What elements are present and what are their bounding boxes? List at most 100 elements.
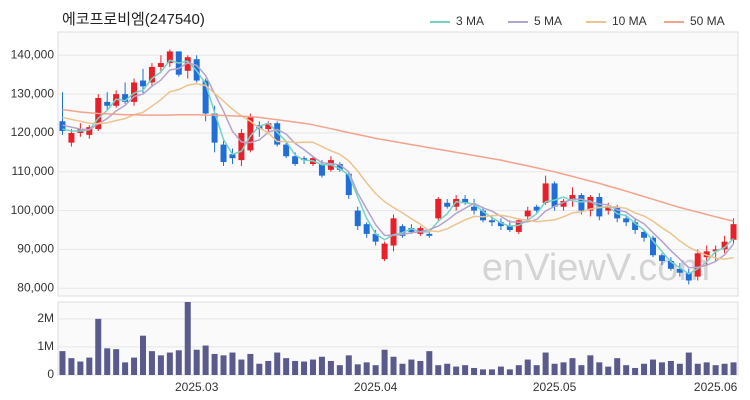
candle-body: [390, 218, 397, 246]
volume-bar: [667, 360, 674, 375]
candle-body: [381, 243, 388, 260]
candle-body: [596, 197, 603, 217]
volume-bar: [551, 363, 558, 375]
volume-bar: [497, 366, 504, 375]
candle-body: [59, 121, 66, 131]
volume-bar: [336, 365, 343, 375]
candle-body: [560, 200, 567, 207]
candle-body: [650, 237, 656, 256]
candle-body: [551, 183, 558, 207]
x-tick-label: 2025.04: [354, 380, 398, 394]
candle-body: [148, 66, 155, 83]
candle-body: [157, 63, 164, 67]
volume-bar: [113, 349, 120, 375]
volume-bar: [587, 355, 594, 375]
volume-bar: [399, 363, 406, 375]
volume-bar: [211, 353, 218, 375]
candle-body: [211, 113, 218, 143]
volume-bar: [148, 351, 155, 375]
volume-bar: [318, 356, 325, 375]
candle-body: [587, 197, 594, 211]
candle-body: [632, 222, 639, 230]
volume-bar: [515, 365, 522, 375]
candle-body: [336, 164, 343, 170]
volume-bar: [560, 362, 567, 375]
candle-body: [641, 231, 648, 238]
volume-bar: [488, 369, 495, 375]
candle-body: [524, 210, 531, 217]
candle-body: [408, 228, 415, 232]
y-tick-label: 2M: [37, 311, 54, 325]
candle-body: [229, 154, 236, 159]
volume-bar: [345, 355, 352, 375]
candle-body: [614, 206, 621, 219]
candle-body: [462, 198, 469, 203]
y-tick-label: 1M: [37, 339, 54, 353]
volume-bar: [676, 363, 683, 375]
volume-bar: [632, 367, 639, 375]
candle-body: [399, 226, 406, 236]
volume-bar: [390, 356, 397, 375]
candle-body: [68, 132, 75, 143]
candle-body: [131, 82, 138, 102]
candle-body: [292, 156, 299, 164]
volume-bar: [471, 367, 478, 375]
volume-bar: [408, 359, 415, 375]
candle-body: [238, 132, 245, 161]
candle-body: [533, 206, 540, 211]
candle-body: [676, 268, 683, 273]
candle-body: [435, 198, 442, 219]
volume-bar: [256, 363, 263, 375]
y-tick-label: 120,000: [11, 125, 55, 139]
volume-bar: [104, 348, 111, 375]
candle-body: [712, 249, 719, 252]
volume-bar: [372, 365, 379, 375]
volume-bar: [157, 355, 164, 375]
candle-body: [220, 144, 227, 163]
x-tick-label: 2025.05: [533, 380, 577, 394]
candle-body: [569, 195, 576, 199]
ma-line: [62, 61, 735, 269]
volume-bar: [140, 335, 146, 375]
candle-body: [730, 224, 737, 240]
candle-body: [605, 206, 612, 211]
volume-bar: [444, 363, 451, 375]
volume-bar: [283, 358, 290, 375]
y-tick-label: 130,000: [11, 86, 55, 100]
candle-body: [506, 226, 513, 230]
volume-bar: [193, 349, 200, 375]
candle-body: [283, 144, 290, 157]
volume-bar: [59, 351, 66, 375]
volume-bar: [265, 360, 272, 375]
volume-bar: [417, 360, 424, 375]
volume-bar: [623, 365, 630, 375]
watermark: enViewV.com: [482, 247, 710, 289]
volume-bar: [614, 358, 621, 375]
volume-bar: [220, 355, 227, 375]
candle-body: [721, 241, 728, 250]
candle-body: [274, 123, 281, 145]
volume-bar: [301, 361, 308, 375]
candle-body: [703, 251, 710, 258]
volume-bar: [274, 352, 281, 375]
volume-bar: [381, 349, 388, 375]
candle-body: [166, 51, 173, 64]
candle-body: [354, 210, 361, 227]
volume-bar: [712, 365, 719, 375]
candle-body: [694, 253, 701, 277]
volume-bar: [122, 362, 129, 375]
volume-bar: [462, 365, 469, 375]
volume-bar: [68, 358, 75, 375]
volume-bar: [426, 351, 433, 375]
candle-body: [578, 195, 585, 211]
candle-body: [426, 233, 433, 236]
legend-label: 5 MA: [534, 14, 562, 28]
candle-body: [497, 222, 504, 227]
candle-body: [265, 123, 272, 130]
legend-label: 3 MA: [456, 14, 484, 28]
volume-bar: [596, 362, 603, 375]
candle-body: [542, 183, 549, 203]
volume-bar: [175, 350, 182, 375]
